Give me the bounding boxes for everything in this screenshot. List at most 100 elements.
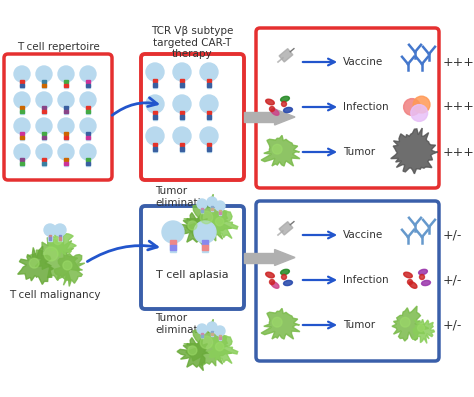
Bar — [201, 335, 203, 337]
Bar — [170, 245, 176, 250]
Bar — [86, 136, 90, 139]
FancyBboxPatch shape — [256, 28, 439, 188]
Bar — [58, 234, 62, 241]
Bar — [20, 162, 24, 165]
Circle shape — [162, 221, 184, 243]
Bar — [153, 78, 157, 88]
Circle shape — [215, 218, 224, 226]
Circle shape — [44, 247, 58, 261]
Circle shape — [200, 95, 218, 113]
Polygon shape — [391, 128, 438, 174]
Text: TCR Vβ subtype
targeted CAR-T
therapy: TCR Vβ subtype targeted CAR-T therapy — [151, 26, 234, 59]
Bar — [64, 80, 68, 83]
Circle shape — [80, 66, 96, 82]
Circle shape — [58, 118, 74, 134]
Circle shape — [58, 92, 74, 108]
Bar — [180, 78, 184, 88]
Circle shape — [173, 127, 191, 145]
Circle shape — [419, 274, 425, 279]
Bar — [42, 106, 46, 109]
Bar — [180, 142, 184, 152]
Bar — [64, 131, 68, 141]
Bar — [219, 335, 221, 337]
Circle shape — [207, 197, 217, 207]
Circle shape — [14, 92, 30, 108]
Polygon shape — [392, 306, 428, 341]
Bar — [42, 132, 46, 135]
FancyBboxPatch shape — [256, 201, 439, 361]
Bar — [20, 106, 24, 114]
Bar — [42, 110, 46, 113]
Bar — [64, 106, 68, 114]
Bar — [153, 111, 157, 114]
Bar — [244, 252, 274, 262]
Bar — [219, 210, 221, 215]
Bar — [86, 158, 90, 161]
Circle shape — [188, 221, 197, 230]
Bar — [207, 142, 211, 152]
Bar — [211, 206, 213, 208]
Bar — [201, 210, 203, 212]
Polygon shape — [28, 230, 80, 281]
Bar — [42, 106, 46, 114]
Polygon shape — [274, 109, 295, 125]
Bar — [153, 147, 157, 150]
Bar — [64, 106, 68, 109]
Bar — [42, 158, 46, 166]
Bar — [86, 80, 90, 83]
Bar — [180, 143, 184, 146]
Circle shape — [207, 322, 217, 332]
Polygon shape — [184, 319, 232, 366]
Bar — [211, 331, 213, 333]
Bar — [180, 83, 184, 87]
Bar — [219, 210, 221, 212]
Bar — [64, 132, 68, 135]
FancyBboxPatch shape — [4, 54, 112, 180]
Ellipse shape — [404, 272, 412, 278]
Bar — [153, 142, 157, 152]
Ellipse shape — [283, 280, 292, 285]
Polygon shape — [184, 194, 232, 241]
Circle shape — [80, 92, 96, 108]
Bar — [201, 208, 203, 213]
Text: +/-: +/- — [443, 274, 462, 287]
Bar — [207, 115, 211, 119]
Polygon shape — [208, 211, 238, 239]
Bar — [153, 79, 157, 82]
Bar — [48, 234, 52, 241]
Bar — [210, 330, 213, 336]
Bar — [20, 158, 24, 161]
Polygon shape — [177, 336, 209, 371]
Circle shape — [194, 221, 216, 243]
FancyBboxPatch shape — [141, 206, 244, 309]
Bar — [20, 80, 24, 89]
Bar — [20, 131, 24, 141]
Circle shape — [58, 144, 74, 160]
Ellipse shape — [266, 99, 274, 105]
Bar — [42, 84, 46, 87]
Bar — [207, 143, 211, 146]
Bar — [244, 112, 274, 122]
Circle shape — [44, 224, 56, 236]
Circle shape — [80, 144, 96, 160]
Bar — [153, 115, 157, 119]
Bar — [202, 240, 208, 245]
Circle shape — [58, 66, 74, 82]
Bar — [20, 136, 24, 139]
Bar — [58, 237, 62, 240]
Ellipse shape — [271, 109, 279, 115]
Circle shape — [146, 63, 164, 81]
Polygon shape — [177, 211, 209, 246]
Text: Vaccine: Vaccine — [343, 230, 383, 240]
Bar — [201, 208, 203, 210]
Text: +/-: +/- — [443, 318, 462, 331]
Polygon shape — [261, 308, 300, 339]
Bar — [86, 131, 90, 141]
Circle shape — [188, 346, 197, 355]
Polygon shape — [274, 249, 295, 266]
Circle shape — [200, 63, 218, 81]
Circle shape — [29, 258, 39, 268]
Bar — [202, 240, 208, 252]
Circle shape — [408, 279, 412, 285]
Bar — [180, 111, 184, 114]
